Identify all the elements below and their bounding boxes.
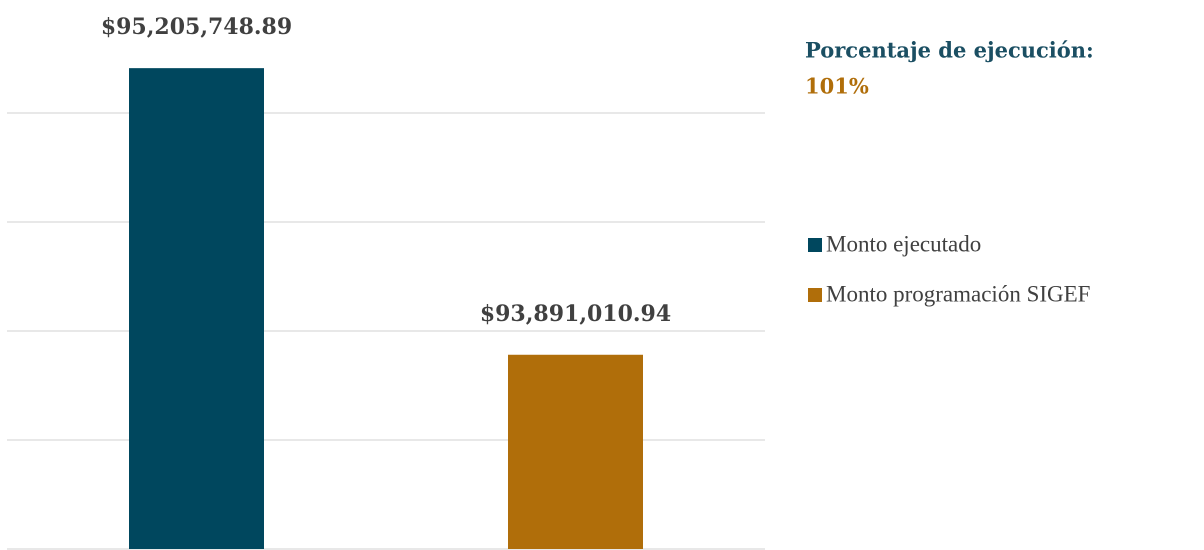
bar	[129, 68, 264, 550]
value-label: $95,205,748.89	[101, 14, 292, 40]
legend-swatch	[808, 238, 822, 252]
legend-label: Monto programación SIGEF	[826, 281, 1090, 306]
annotation-value: 101%	[805, 74, 869, 99]
annotation-label: Porcentaje de ejecución:	[805, 38, 1094, 63]
value-label: $93,891,010.94	[480, 301, 671, 327]
legend-label: Monto ejecutado	[826, 231, 981, 256]
legend-swatch	[808, 288, 822, 302]
bar	[508, 354, 643, 549]
